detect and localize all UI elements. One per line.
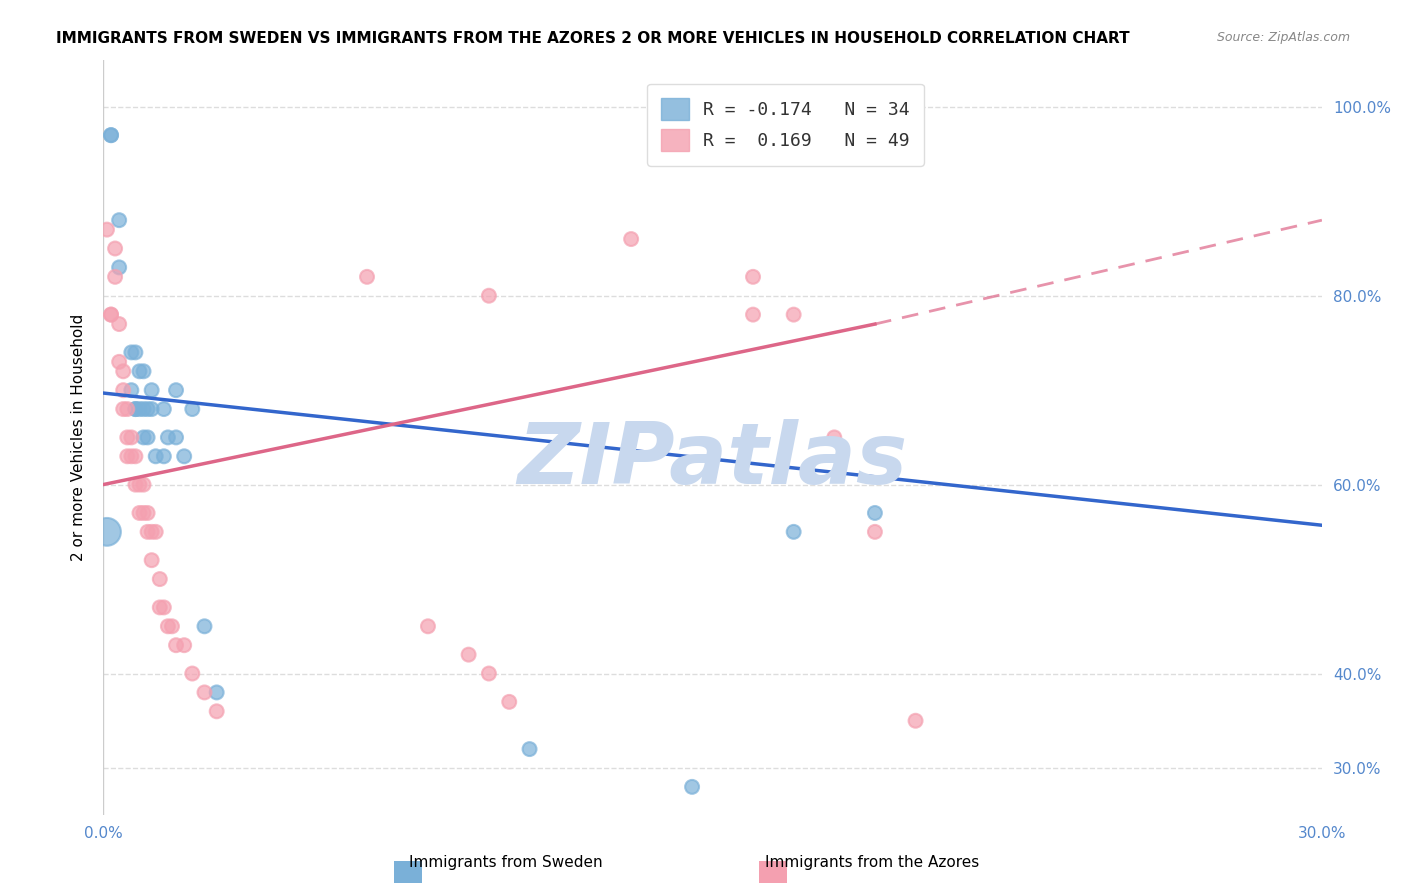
Point <box>181 402 204 417</box>
Point <box>160 619 183 633</box>
Point <box>117 450 139 464</box>
Point <box>128 364 150 378</box>
Point <box>96 222 118 236</box>
Point <box>100 128 122 143</box>
Point <box>742 269 765 284</box>
Point <box>173 450 195 464</box>
Point <box>145 450 167 464</box>
Point <box>120 450 142 464</box>
Point <box>128 402 150 417</box>
Point <box>128 506 150 520</box>
Point <box>141 553 163 567</box>
Point <box>136 524 159 539</box>
Text: ZIPatlas: ZIPatlas <box>517 418 907 501</box>
Point <box>117 430 139 444</box>
Point <box>120 383 142 397</box>
Text: Source: ZipAtlas.com: Source: ZipAtlas.com <box>1216 31 1350 45</box>
Point <box>457 648 479 662</box>
Point <box>1392 506 1406 520</box>
Point <box>742 308 765 322</box>
Point <box>478 289 501 303</box>
Point <box>478 666 501 681</box>
Point <box>132 430 155 444</box>
Point <box>141 524 163 539</box>
Point <box>132 402 155 417</box>
Point <box>156 430 179 444</box>
Point <box>108 355 131 369</box>
Point <box>108 317 131 331</box>
Text: IMMIGRANTS FROM SWEDEN VS IMMIGRANTS FROM THE AZORES 2 OR MORE VEHICLES IN HOUSE: IMMIGRANTS FROM SWEDEN VS IMMIGRANTS FRO… <box>56 31 1130 46</box>
Point <box>193 619 215 633</box>
Point <box>519 742 541 756</box>
Point <box>100 308 122 322</box>
Point <box>124 477 146 491</box>
Point <box>120 345 142 359</box>
Point <box>173 638 195 652</box>
Point <box>124 345 146 359</box>
Point <box>153 402 176 417</box>
Point <box>205 704 228 718</box>
Point <box>205 685 228 699</box>
Point <box>117 402 139 417</box>
Point <box>112 364 135 378</box>
Point <box>132 506 155 520</box>
Point <box>108 213 131 227</box>
Point <box>108 260 131 275</box>
Point <box>112 383 135 397</box>
Point <box>193 685 215 699</box>
Point <box>153 600 176 615</box>
Point <box>498 695 520 709</box>
Y-axis label: 2 or more Vehicles in Household: 2 or more Vehicles in Household <box>72 314 86 561</box>
Point <box>904 714 927 728</box>
Point <box>681 780 703 794</box>
Point <box>132 477 155 491</box>
Point <box>124 450 146 464</box>
Point <box>620 232 643 246</box>
Point <box>165 638 187 652</box>
Point <box>145 524 167 539</box>
Point <box>165 430 187 444</box>
Point <box>416 619 439 633</box>
Point <box>136 402 159 417</box>
Point <box>782 524 804 539</box>
Point <box>132 364 155 378</box>
Point <box>104 242 127 256</box>
Point <box>356 269 378 284</box>
Point <box>153 450 176 464</box>
Point <box>181 666 204 681</box>
Point <box>124 402 146 417</box>
Point <box>141 402 163 417</box>
Point <box>136 430 159 444</box>
Text: Immigrants from the Azores: Immigrants from the Azores <box>765 855 979 870</box>
Point <box>124 402 146 417</box>
Point <box>112 402 135 417</box>
Point <box>823 430 845 444</box>
Point <box>136 506 159 520</box>
Point <box>128 477 150 491</box>
Point <box>149 600 172 615</box>
Text: Immigrants from Sweden: Immigrants from Sweden <box>409 855 603 870</box>
Point <box>863 506 886 520</box>
Point <box>100 308 122 322</box>
Point <box>120 430 142 444</box>
Point <box>141 383 163 397</box>
Point <box>100 128 122 143</box>
Legend: R = -0.174   N = 34, R =  0.169   N = 49: R = -0.174 N = 34, R = 0.169 N = 49 <box>647 84 924 166</box>
Point <box>863 524 886 539</box>
Point <box>782 308 804 322</box>
Point <box>104 269 127 284</box>
Point <box>156 619 179 633</box>
Point <box>165 383 187 397</box>
Point <box>96 524 118 539</box>
Point <box>149 572 172 586</box>
